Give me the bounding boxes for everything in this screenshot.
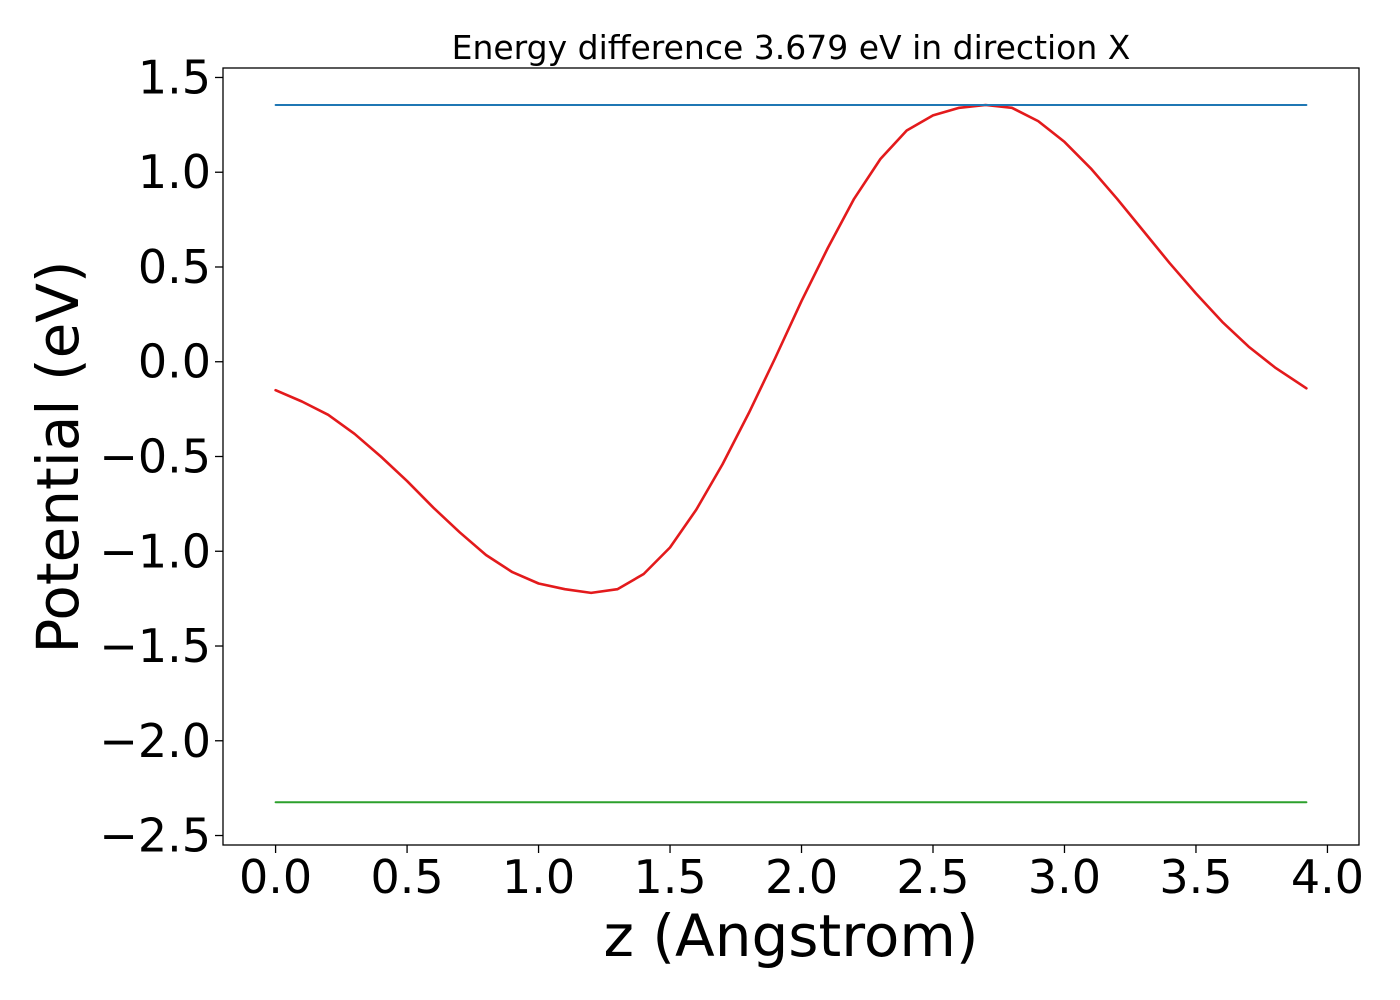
x-tick-label: 0.5 <box>370 850 443 904</box>
x-axis-label: z (Angstrom) <box>604 902 979 970</box>
x-tick-label: 3.5 <box>1159 850 1232 904</box>
plot-area-frame <box>222 67 1360 846</box>
y-axis-label: Potential (eV) <box>24 260 92 653</box>
y-tick-label: −0.5 <box>99 430 211 484</box>
x-axis-ticks: 0.0 0.5 1.0 1.5 2.0 2.5 3.0 3.5 4.0 <box>239 845 1364 904</box>
chart-title: Energy difference 3.679 eV in direction … <box>452 28 1131 67</box>
x-tick-label: 2.0 <box>765 850 838 904</box>
series-layer <box>274 103 1308 804</box>
y-tick-label: −1.0 <box>99 524 211 578</box>
y-axis-ticks: 1.5 1.0 0.5 0.0 −0.5 −1.0 −1.5 −2.0 −2.5 <box>99 50 223 863</box>
y-tick-label: 1.5 <box>138 50 211 104</box>
y-tick-label: −1.5 <box>99 619 211 673</box>
x-tick-label: 2.5 <box>896 850 969 904</box>
x-tick-label: 0.0 <box>239 850 312 904</box>
y-tick-label: 1.0 <box>138 145 211 199</box>
x-tick-label: 4.0 <box>1291 850 1364 904</box>
y-tick-label: −2.5 <box>99 809 211 863</box>
x-tick-label: 3.0 <box>1028 850 1101 904</box>
x-tick-label: 1.0 <box>502 850 575 904</box>
x-tick-label: 1.5 <box>633 850 706 904</box>
y-tick-label: 0.0 <box>138 335 211 389</box>
y-tick-label: −2.0 <box>99 714 211 768</box>
y-tick-label: 0.5 <box>138 240 211 294</box>
series-line-potential <box>274 103 1308 595</box>
